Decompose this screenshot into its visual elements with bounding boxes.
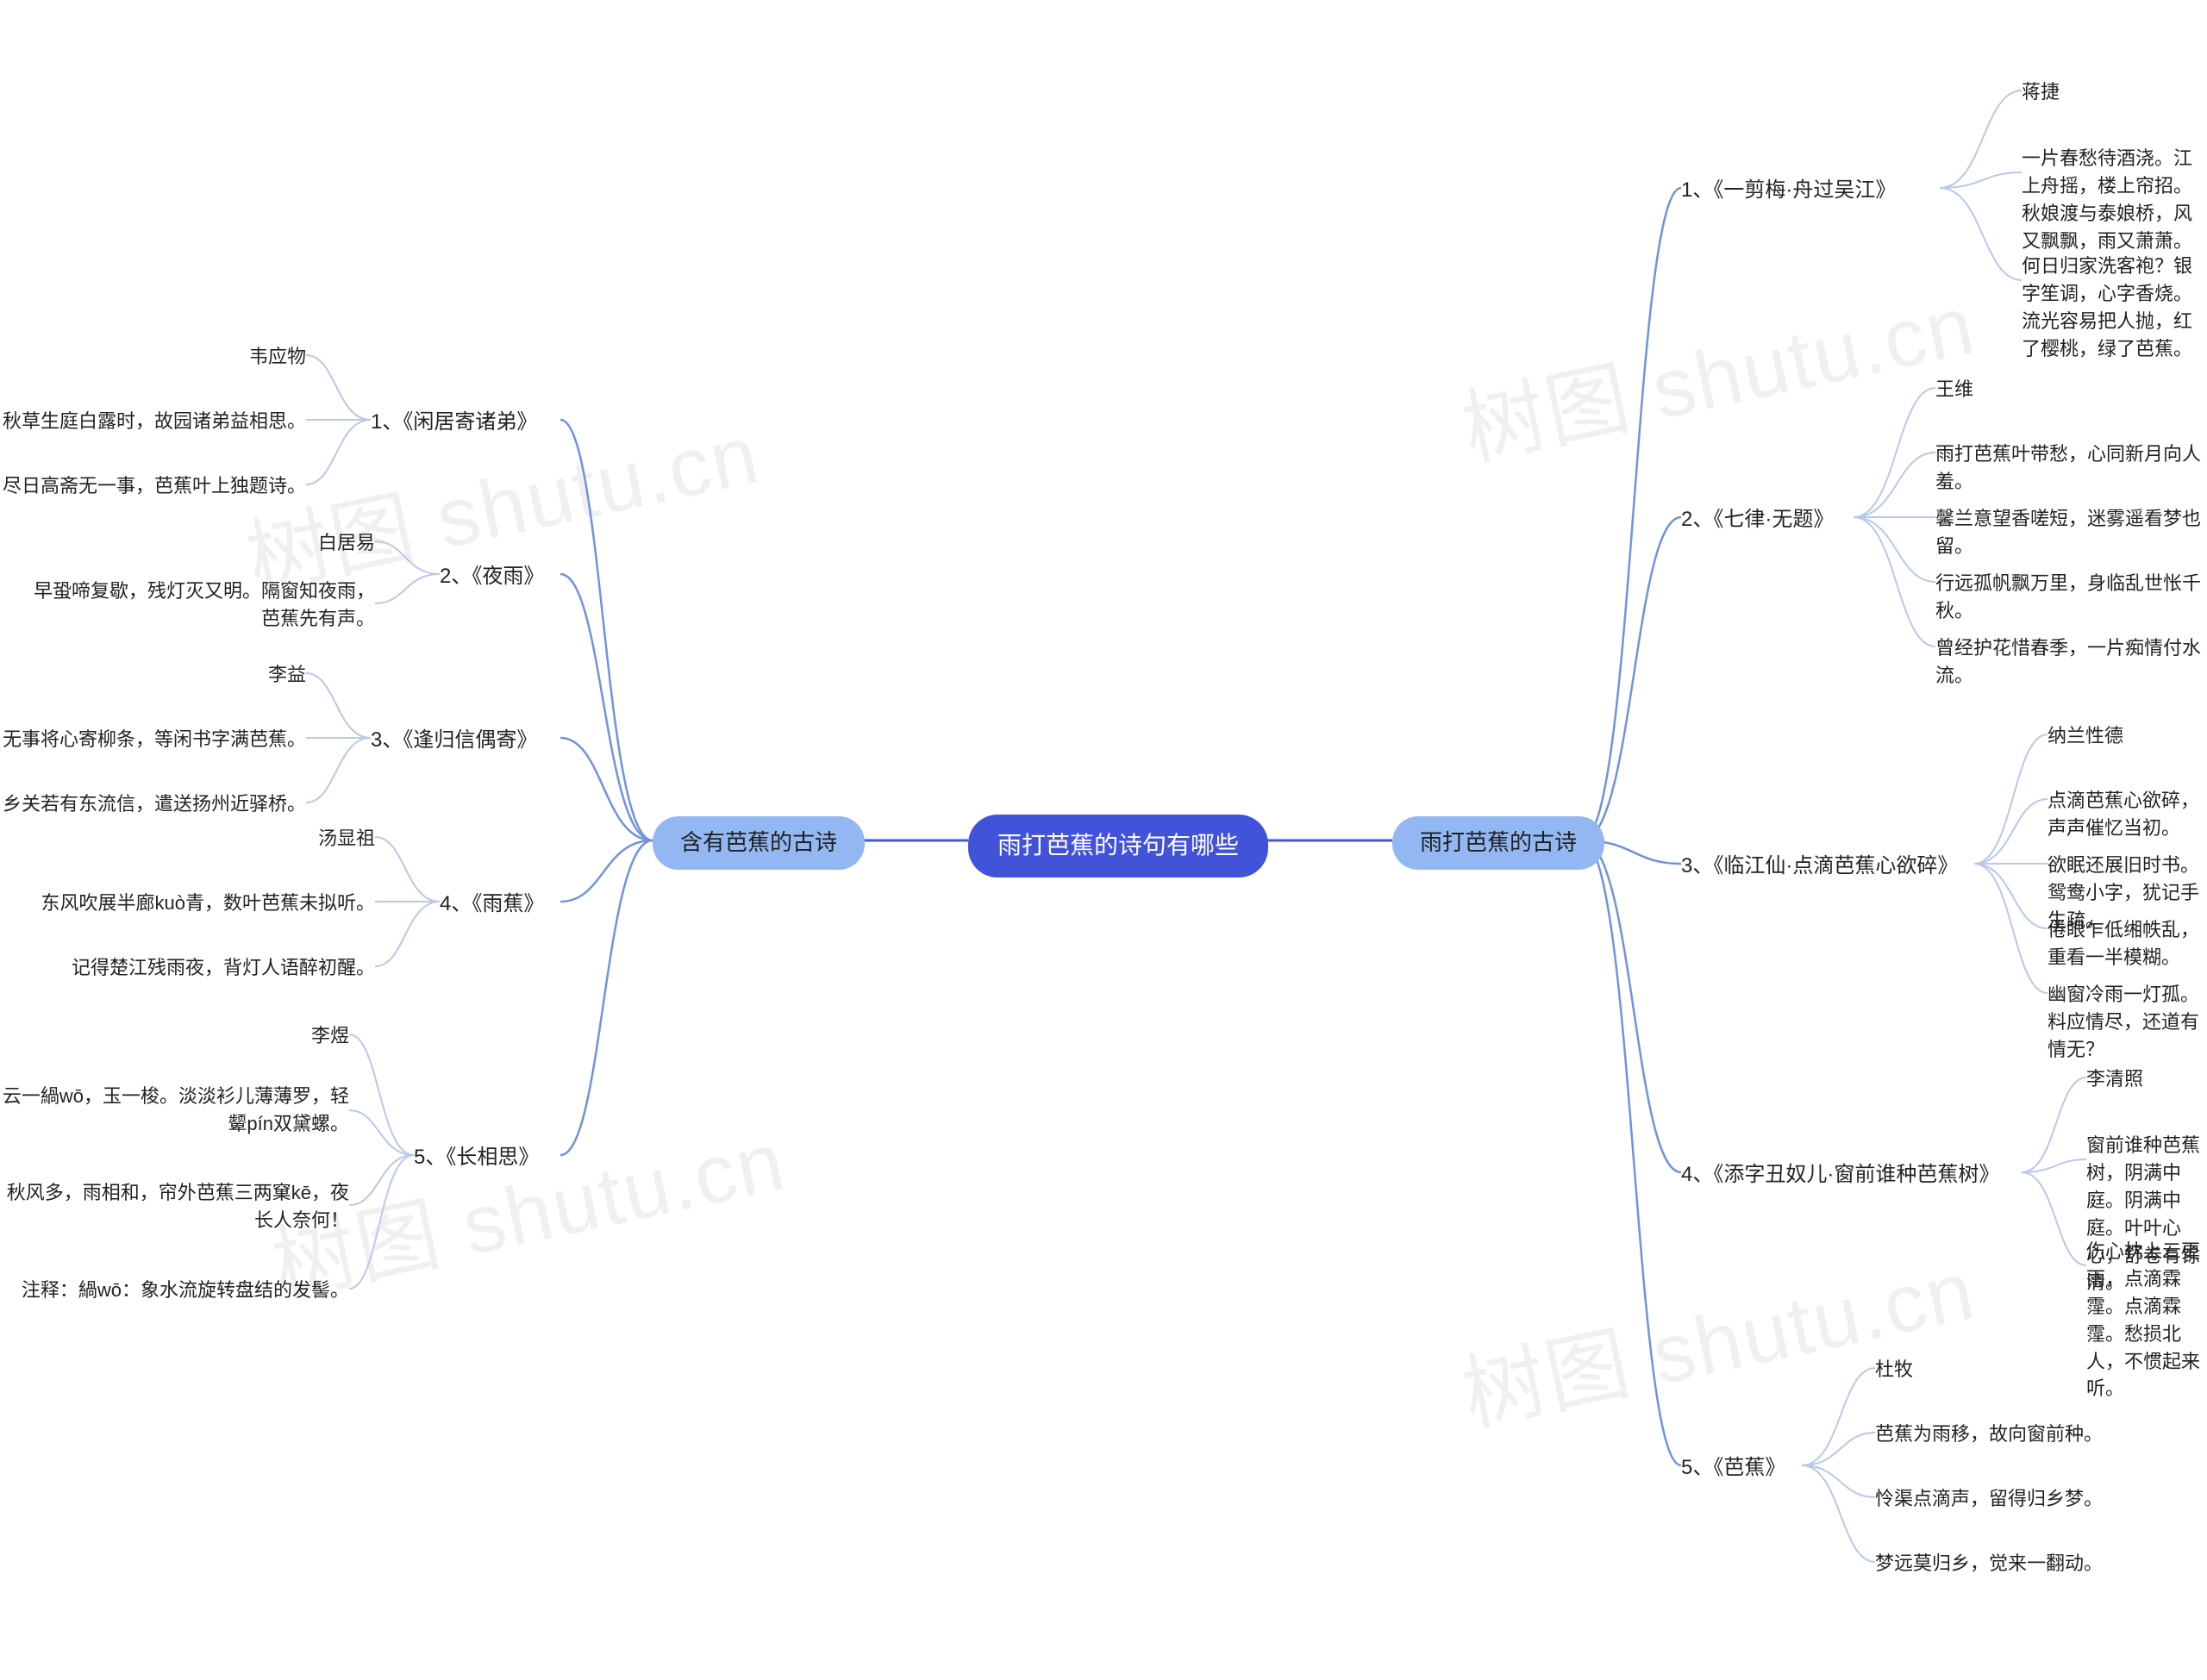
left-leaf: 汤显祖 (318, 825, 375, 852)
left-leaf: 记得楚江残雨夜，背灯人语醉初醒。 (72, 954, 375, 982)
right-leaf: 点滴芭蕉心欲碎，声声催忆当初。 (2048, 787, 2207, 842)
right-leaf: 王维 (1935, 376, 1973, 403)
left-leaf: 云一緺wō，玉一梭。淡淡衫儿薄薄罗，轻颦pín双黛螺。 (0, 1083, 349, 1138)
right-leaf: 芭蕉为雨移，故向窗前种。 (1875, 1421, 2103, 1448)
left-leaf: 东风吹展半廊kuò青，数叶芭蕉未拟听。 (41, 890, 375, 917)
left-leaf: 注释：緺wō：象水流旋转盘结的发髻。 (22, 1277, 349, 1304)
right-leaf: 杜牧 (1875, 1356, 1913, 1383)
left-item-title: 3、《逢归信偶寄》 (371, 726, 537, 756)
right-item-title: 5、《芭蕉》 (1681, 1453, 1785, 1483)
right-branch: 雨打芭蕉的古诗 (1392, 816, 1604, 870)
right-leaf: 一片春愁待酒浇。江上舟摇，楼上帘招。秋娘渡与泰娘桥，风又飘飘，雨又萧萧。 (2022, 145, 2207, 255)
right-leaf: 蒋捷 (2022, 78, 2060, 106)
right-leaf: 梦远莫归乡，觉来一翻动。 (1875, 1550, 2103, 1577)
left-leaf: 白居易 (318, 529, 375, 557)
right-leaf: 怜渠点滴声，留得归乡梦。 (1875, 1485, 2103, 1513)
right-leaf: 雨打芭蕉叶带愁，心同新月向人羞。 (1935, 440, 2207, 496)
right-leaf: 纳兰性德 (2048, 722, 2123, 750)
right-leaf: 馨兰意望香嗟短，迷雾遥看梦也留。 (1935, 505, 2207, 560)
left-leaf: 早蛩啼复歇，残灯灭又明。隔窗知夜雨，芭蕉先有声。 (22, 578, 375, 633)
right-item-title: 2、《七律·无题》 (1681, 505, 1834, 535)
root-node: 雨打芭蕉的诗句有哪些 (968, 815, 1268, 877)
right-item-title: 3、《临江仙·点滴芭蕉心欲碎》 (1681, 852, 1958, 882)
right-leaf: 何日归家洗客袍？银字笙调，心字香烧。流光容易把人抛，红了樱桃，绿了芭蕉。 (2022, 253, 2207, 363)
right-leaf: 李清照 (2086, 1065, 2143, 1093)
left-leaf: 韦应物 (249, 343, 306, 371)
right-leaf: 倦眼乍低缃帙乱，重看一半模糊。 (2048, 916, 2207, 971)
right-item-title: 4、《添字丑奴儿·窗前谁种芭蕉树》 (1681, 1160, 1999, 1190)
right-leaf: 行远孤帆飘万里，身临乱世怅千秋。 (1935, 570, 2207, 625)
left-leaf: 无事将心寄柳条，等闲书字满芭蕉。 (3, 726, 306, 753)
right-item-title: 1、《一剪梅·舟过吴江》 (1681, 176, 1896, 206)
left-item-title: 5、《长相思》 (414, 1143, 539, 1173)
left-leaf: 李益 (268, 661, 306, 689)
left-leaf: 秋风多，雨相和，帘外芭蕉三两窠kē，夜长人奈何！ (0, 1179, 349, 1234)
right-leaf: 伤心枕上三更雨，点滴霖霪。点滴霖霪。愁损北人，不惯起来听。 (2086, 1238, 2207, 1402)
right-leaf: 幽窗冷雨一灯孤。料应情尽，还道有情无？ (2048, 981, 2207, 1064)
left-leaf: 尽日高斋无一事，芭蕉叶上独题诗。 (3, 472, 306, 500)
left-leaf: 李煜 (311, 1022, 349, 1050)
watermark: 树图 shutu.cn (1450, 1223, 1984, 1448)
watermark: 树图 shutu.cn (1450, 258, 1984, 483)
left-leaf: 乡关若有东流信，遣送扬州近驿桥。 (3, 790, 306, 818)
left-item-title: 2、《夜雨》 (440, 562, 544, 592)
left-item-title: 4、《雨蕉》 (440, 890, 544, 920)
left-item-title: 1、《闲居寄诸弟》 (371, 408, 537, 438)
right-leaf: 曾经护花惜春季，一片痴情付水流。 (1935, 634, 2207, 690)
left-branch: 含有芭蕉的古诗 (653, 816, 865, 870)
left-leaf: 秋草生庭白露时，故园诸弟益相思。 (3, 408, 306, 435)
